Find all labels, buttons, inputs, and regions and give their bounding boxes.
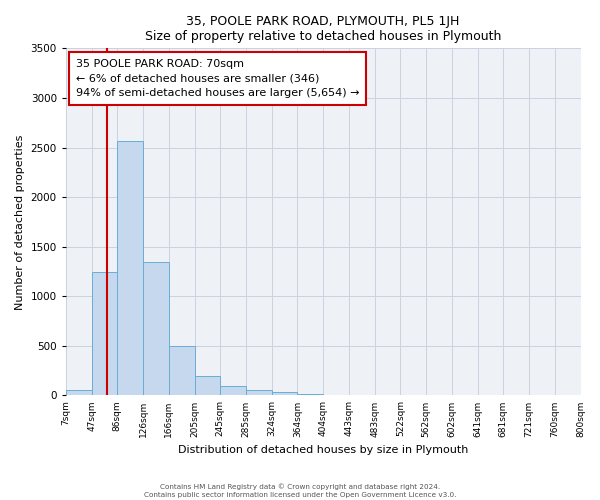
Bar (298, 394, 323, 396)
Bar (272, 392, 298, 396)
Bar (194, 376, 220, 396)
Y-axis label: Number of detached properties: Number of detached properties (15, 134, 25, 310)
Bar (92, 272, 118, 396)
Text: 35 POOLE PARK ROAD: 70sqm
← 6% of detached houses are smaller (346)
94% of semi-: 35 POOLE PARK ROAD: 70sqm ← 6% of detach… (76, 58, 359, 98)
Bar (246, 390, 272, 396)
Text: Contains HM Land Registry data © Crown copyright and database right 2024.
Contai: Contains HM Land Registry data © Crown c… (144, 484, 456, 498)
Bar (66, 390, 92, 396)
Bar (143, 262, 169, 396)
Bar (220, 386, 246, 396)
Bar (169, 346, 194, 396)
X-axis label: Distribution of detached houses by size in Plymouth: Distribution of detached houses by size … (178, 445, 469, 455)
Bar (118, 140, 143, 396)
Title: 35, POOLE PARK ROAD, PLYMOUTH, PL5 1JH
Size of property relative to detached hou: 35, POOLE PARK ROAD, PLYMOUTH, PL5 1JH S… (145, 15, 502, 43)
